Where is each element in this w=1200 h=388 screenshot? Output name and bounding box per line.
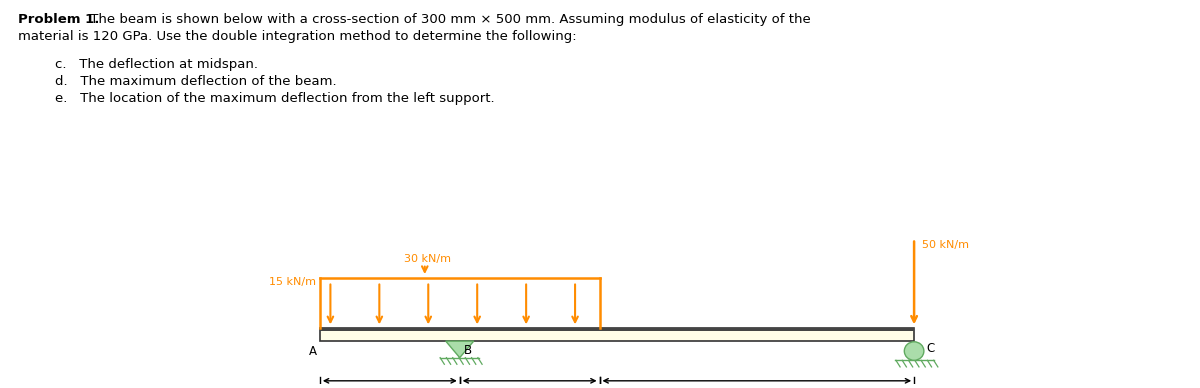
- Bar: [320, 328, 914, 331]
- Text: The beam is shown below with a cross-section of 300 mm × 500 mm. Assuming modulu: The beam is shown below with a cross-sec…: [86, 13, 811, 26]
- Polygon shape: [445, 341, 474, 358]
- Text: 30 kN/m: 30 kN/m: [404, 254, 451, 264]
- Text: A: A: [308, 345, 317, 358]
- Text: e.   The location of the maximum deflection from the left support.: e. The location of the maximum deflectio…: [55, 92, 494, 105]
- Text: B: B: [464, 344, 472, 357]
- Circle shape: [905, 342, 924, 360]
- Text: d.   The maximum deflection of the beam.: d. The maximum deflection of the beam.: [55, 75, 337, 88]
- Text: c.   The deflection at midspan.: c. The deflection at midspan.: [55, 58, 258, 71]
- Text: 50 kN/m: 50 kN/m: [923, 240, 970, 250]
- Text: material is 120 GPa. Use the double integration method to determine the followin: material is 120 GPa. Use the double inte…: [18, 30, 577, 43]
- Text: Problem 1.: Problem 1.: [18, 13, 100, 26]
- Text: 15 kN/m: 15 kN/m: [270, 277, 317, 287]
- Text: C: C: [926, 343, 935, 355]
- Bar: [320, 328, 914, 341]
